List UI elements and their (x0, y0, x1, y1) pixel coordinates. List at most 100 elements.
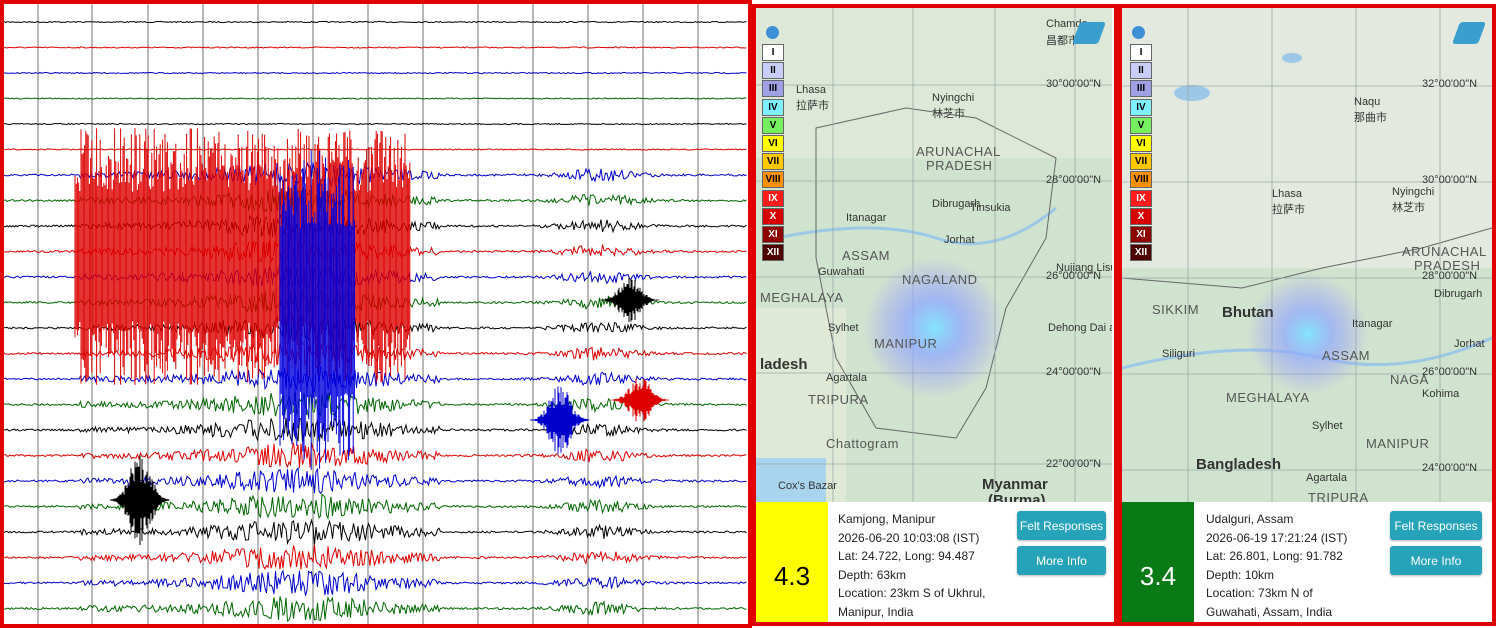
map-label: Myanmar (982, 476, 1048, 493)
map-graphics (1122, 8, 1492, 502)
terrain (756, 8, 1112, 158)
map-label: Bhutan (1222, 304, 1274, 321)
grid (756, 8, 1112, 502)
trace (3, 544, 747, 570)
map-label: ARUNACHAL (1402, 244, 1487, 259)
trace (3, 391, 747, 418)
map-label: Nyingchi (932, 92, 975, 104)
map-label: 拉萨市 (796, 100, 829, 112)
epicenter-glow (864, 258, 1004, 398)
river (775, 206, 1057, 246)
coordinate-label: 32°00'00"N (1422, 78, 1478, 90)
trace (3, 418, 747, 443)
map-label: MEGHALAYA (760, 290, 844, 305)
map-label: TRIPURA (1308, 490, 1369, 502)
map-label: ASSAM (842, 248, 891, 263)
map-label: Kohima (1422, 388, 1460, 400)
map-label: NAGALAND (902, 272, 978, 287)
epicenter-glow (1248, 274, 1368, 394)
map-label: Dibrugarh (932, 198, 981, 210)
trace (3, 71, 747, 75)
map-label: Bangladesh (1196, 456, 1282, 473)
more-info-button[interactable]: More Info (1017, 546, 1106, 575)
trace-burst (529, 386, 590, 454)
info-icon[interactable] (766, 26, 779, 39)
coordinate-label: 24°00'00"N (1422, 462, 1478, 474)
trace (3, 569, 747, 596)
map-label: ASSAM (1322, 348, 1371, 363)
map-label: 林芝市 (1392, 202, 1425, 214)
panel-frame (1118, 4, 1496, 626)
map-label: MEGHALAYA (1226, 390, 1310, 405)
map-label: Lhasa (796, 84, 826, 96)
map-label: Jorhat (1454, 338, 1485, 350)
map-label: 那曲市 (1354, 112, 1387, 124)
intensity-level: XI (762, 226, 784, 243)
felt-responses-button[interactable]: Felt Responses (1390, 511, 1482, 540)
map-label: Siliguri (1162, 348, 1196, 360)
intensity-level: II (1130, 62, 1152, 80)
intensity-level: VII (762, 153, 784, 171)
map-label: Agartala (826, 372, 867, 384)
event-lat-long: Lat: 26.801, Long: 91.782 (1206, 549, 1343, 563)
trace (3, 518, 747, 546)
intensity-level: XII (1130, 244, 1152, 262)
map-label: Naqu (1354, 96, 1381, 108)
map-label: ARUNACHAL (916, 144, 1001, 159)
map-label: TRIPURA (808, 392, 869, 407)
intensity-level: VII (1130, 153, 1152, 171)
intensity-level: V (1130, 116, 1152, 134)
intensity-level: III (762, 80, 784, 98)
event-depth: Depth: 63km (838, 567, 907, 582)
event-time: 2026-06-20 10:03:08 (IST) (838, 530, 980, 545)
coordinate-label: 26°00'00"N (1046, 270, 1102, 282)
coordinate-label: 30°00'00"N (1046, 78, 1102, 90)
map-label: PRADESH (926, 158, 993, 173)
map-label: Jorhat (944, 234, 975, 246)
sea (756, 458, 826, 502)
event-place: Kamjong, Manipur (838, 512, 936, 526)
intensity-level: V (762, 116, 784, 134)
coordinate-label: 30°00'00"N (1422, 174, 1478, 186)
map-label: 林芝市 (932, 108, 965, 120)
event-place: Udalguri, Assam (1206, 512, 1294, 526)
map-label: Sylhet (828, 322, 859, 334)
coordinate-label: 28°00'00"N (1422, 270, 1478, 282)
map-label: ladesh (760, 356, 808, 373)
map-label: Nujiang Lisu (1056, 262, 1112, 274)
lake (1174, 85, 1210, 101)
felt-responses-button[interactable]: Felt Responses (1017, 511, 1106, 540)
map: Chamdo 昌都市 Lhasa 拉萨市 Nyingchi 林芝市 ARUNACHAL PRA… (756, 8, 1112, 502)
map-label: Itanagar (846, 212, 887, 224)
event-card: 3.4 Udalguri, Assam 2026-06-19 17:21:24 (I… (1122, 502, 1492, 624)
coordinate-label: 28°00'00"N (1046, 174, 1102, 186)
trace (3, 442, 747, 469)
map-label: Dehong Dai and Jingpo (1048, 322, 1112, 334)
map-label: 昌都市 (1046, 35, 1079, 47)
event-details: Udalguri, Assam 2026-06-19 17:21:24 (IST)… (1206, 510, 1366, 621)
map-label: Lhasa (1272, 188, 1302, 200)
info-icon[interactable] (1132, 26, 1145, 39)
trace-burst (109, 454, 170, 546)
intensity-level: XI (1130, 226, 1152, 243)
map-label: Agartala (1306, 472, 1347, 484)
map: Naqu 那曲市 Lhasa 拉萨市 Nyingchi 林芝市 ARUNACHAL PRADE… (1122, 8, 1492, 502)
map-label: Sylhet (1312, 420, 1343, 432)
more-info-button[interactable]: More Info (1390, 546, 1482, 575)
map-label: Chattogram (826, 436, 899, 451)
trace-burst (279, 150, 355, 470)
trace (3, 20, 747, 24)
intensity-level: I (762, 44, 784, 61)
trace (4, 46, 747, 49)
map-label: 拉萨市 (1272, 204, 1305, 216)
event-lat-long: Lat: 24.722, Long: 94.487 (838, 549, 975, 563)
coordinate-label: 24°00'00"N (1046, 366, 1102, 378)
border (1122, 227, 1492, 289)
trace (4, 122, 747, 126)
map-label: MANIPUR (1366, 436, 1430, 451)
map-label: Guwahati (818, 266, 865, 278)
map-label: Itanagar (1352, 318, 1393, 330)
intensity-level: I (1130, 44, 1152, 61)
map-graphics (756, 8, 1112, 502)
